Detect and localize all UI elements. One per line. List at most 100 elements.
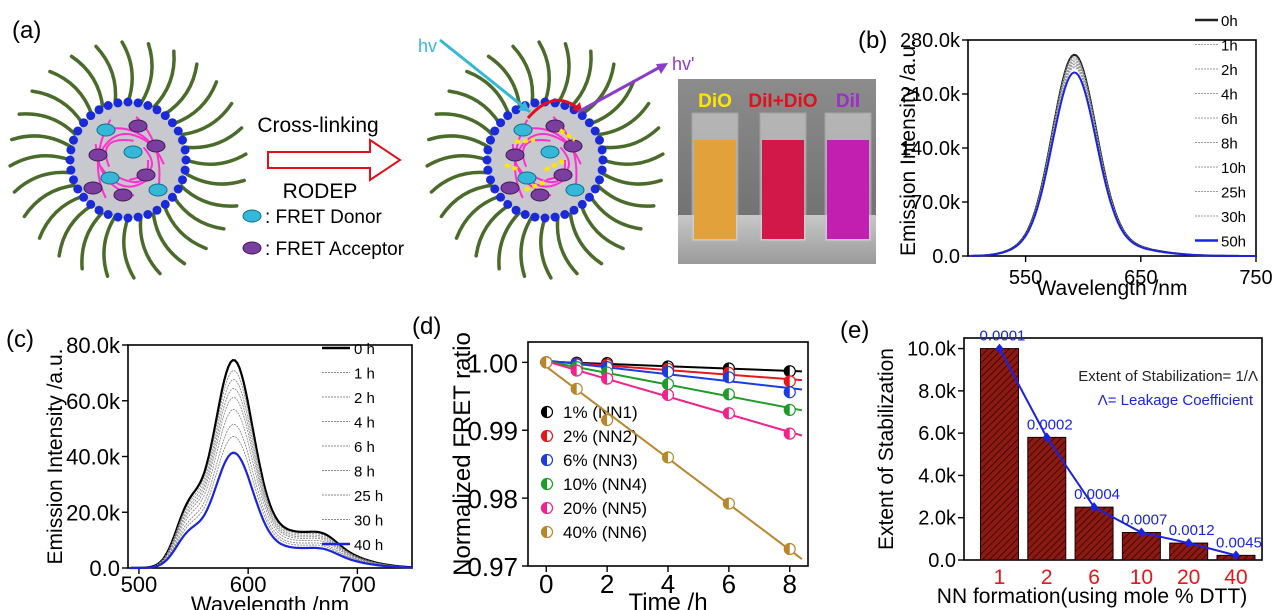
fit-line [545, 365, 803, 560]
shell-bead [65, 155, 75, 165]
x-axis-label: Wavelength /nm [1037, 277, 1188, 300]
shell-bead [73, 184, 83, 194]
polymer-chain [425, 154, 489, 168]
polymer-chain [80, 210, 105, 271]
core-polymer-strand [527, 127, 582, 165]
polymer-chain [102, 214, 117, 278]
legend-label: 6 h [354, 439, 375, 456]
shell-bead [113, 212, 123, 222]
polymer-chain [579, 62, 616, 117]
leakage-label: 0.0012 [1169, 522, 1215, 539]
data-point-half [784, 428, 790, 440]
polymer-chain [162, 62, 199, 117]
legend-label: 40 h [354, 537, 383, 554]
category-label: 2 [1041, 566, 1053, 589]
shell-bead [123, 97, 133, 107]
core-polymer-strand [532, 159, 567, 184]
polymer-chain [10, 134, 74, 149]
legend-acceptor-text: : FRET Acceptor [265, 239, 405, 260]
polymer-chain [184, 152, 248, 166]
legend-marker-half [541, 526, 547, 538]
shell-bead [490, 126, 500, 136]
series-line [130, 451, 413, 570]
core-polymer-strand [99, 166, 151, 188]
shell-bead [550, 212, 560, 222]
legend-label: 2h [1221, 62, 1238, 79]
y-axis-label: Extent of Stabilization [875, 348, 898, 550]
data-point-half [784, 386, 790, 398]
plot-frame [967, 39, 1257, 257]
shell-bead [68, 135, 78, 145]
panel-a-label: (a) [12, 17, 41, 44]
series-line [970, 71, 1256, 257]
polymer-chain [568, 49, 593, 110]
core-polymer-strand [128, 146, 154, 181]
shell-bead [490, 184, 500, 194]
legend-label: 10h [1221, 160, 1246, 177]
polymer-chain [120, 40, 134, 104]
polymer-chain [171, 194, 226, 231]
polymer-chain [447, 89, 502, 126]
legend-label: 50h [1221, 234, 1246, 251]
x-tick-label: 650 [1124, 267, 1157, 289]
shell-bead [103, 210, 113, 220]
shell-bead [152, 105, 162, 115]
leakage-label: 0.0001 [980, 328, 1026, 345]
shell-bead [160, 111, 170, 121]
polymer-chain [122, 216, 136, 280]
leakage-label: 0.0002 [1027, 416, 1073, 433]
core-polymer-strand [110, 127, 165, 165]
legend-label: 1% (NN1) [563, 403, 638, 422]
polymer-chain [474, 203, 511, 258]
vial-label: DiI [836, 91, 860, 112]
series-line [970, 55, 1256, 257]
legend-label: 30h [1221, 209, 1246, 226]
y-tick-label: 210.0k [900, 84, 961, 106]
series-line [970, 65, 1256, 257]
x-tick-label: 500 [121, 572, 158, 597]
shell-bead [485, 175, 495, 185]
trend-line [998, 348, 1237, 557]
x-axis-label: Wavelength /nm [191, 592, 349, 610]
polymer-chain [595, 183, 656, 208]
data-point-half [662, 389, 668, 401]
trend-marker [1090, 502, 1099, 513]
shell-bead [520, 210, 530, 220]
shell-bead [180, 145, 190, 155]
polymer-chain [434, 112, 495, 137]
data-point-half [784, 375, 790, 387]
crosslink [524, 180, 546, 192]
panel-a-schematic: (a) Cross-linking RODEP : FRET Donor : F… [8, 17, 876, 280]
core-polymer-strand [517, 132, 569, 151]
hv-prime-label: hv' [672, 54, 694, 74]
core-polymer-strand [100, 132, 152, 151]
bar [979, 348, 1019, 561]
vial-label: DiO [698, 91, 732, 112]
data-point-half [723, 407, 729, 419]
polymer-chain [556, 42, 571, 106]
shell-bead [577, 199, 587, 209]
data-point-half [601, 373, 608, 385]
hv-label: hv [418, 36, 437, 56]
x-axis-label: Time /h [628, 589, 707, 610]
emission-arrowhead [656, 63, 668, 74]
vials-photo: DiO DiI+DiO DiI [678, 79, 876, 264]
acceptor-dye [530, 188, 550, 202]
shell-bead [483, 165, 493, 175]
legend-label: 6% (NN3) [563, 451, 638, 470]
vial-solution [827, 140, 869, 239]
donor-dye [123, 145, 143, 159]
acceptor-dye [553, 168, 573, 182]
shell-bead [94, 105, 104, 115]
polymer-chain [439, 183, 495, 219]
shell-bead [79, 192, 89, 202]
shell-bead [503, 199, 513, 209]
x-axis-label: NN formation(using mole % DTT) [937, 585, 1247, 608]
data-point-half [571, 365, 577, 377]
polymer-chain [182, 171, 246, 186]
process-arrow [267, 138, 402, 182]
legend-label: 8 h [354, 464, 375, 481]
data-point-half [723, 388, 729, 400]
annotation-leakage: Λ= Leakage Coefficient [1098, 392, 1254, 409]
x-tick-label: 750 [1239, 267, 1272, 289]
